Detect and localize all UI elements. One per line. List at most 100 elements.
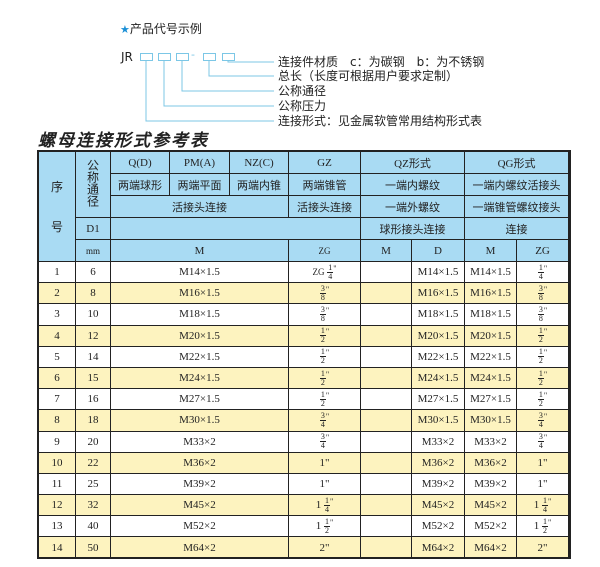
sheet-title: 螺母连接形式参考表	[38, 131, 209, 151]
code-prefix: JR	[121, 50, 133, 64]
qz-d: M33×2	[410, 430, 466, 453]
seq-header: 序号	[38, 151, 76, 262]
table-row: 3 10 M18×1.5 3 8 " M18×1.5 M18×1.5 3 8 "	[38, 303, 570, 326]
qz-m	[360, 430, 412, 453]
table-row: 10 22 M36×2 1" M36×2 M36×2 1"	[38, 451, 570, 474]
qg-zg: 1 2 "	[516, 388, 570, 411]
row-number: 8	[38, 409, 76, 432]
thread-zg: 3 4 "	[288, 409, 361, 432]
fraction-numerator: 1	[542, 495, 549, 506]
label-length: 总长（长度可根据用户要求定制）	[278, 69, 459, 83]
qd-header: Q(D)	[110, 151, 170, 174]
qz-d: M24×1.5	[410, 366, 466, 390]
code-box-connection	[140, 53, 153, 61]
d1-header: D1	[75, 217, 111, 240]
nominal-diameter: 25	[75, 472, 111, 496]
fraction-denominator: 4	[538, 271, 543, 281]
qg-zg: 3 8 "	[516, 303, 570, 326]
nominal-diameter: 15	[75, 366, 111, 390]
qg-m: M45×2	[464, 494, 518, 517]
table-row: 9 20 M33×2 3 4 " M33×2 M33×2 3 4 "	[38, 430, 570, 453]
code-example-title: ★产品代号示例	[120, 20, 202, 37]
fraction-denominator: 2	[538, 398, 543, 408]
fraction-numerator: 1	[537, 326, 544, 337]
thread-zg: 1 1 2 "	[288, 515, 361, 538]
qg-m: M36×2	[464, 451, 518, 474]
seq-header-top: 序	[50, 179, 63, 194]
code-leader-lines	[145, 61, 274, 122]
fraction-numerator: 1	[319, 347, 326, 358]
qz-m	[360, 260, 412, 284]
fraction-numerator: 1	[537, 262, 544, 273]
nominal-diameter: 18	[75, 409, 111, 432]
qg-zg: 2"	[516, 536, 570, 559]
qz-m	[360, 451, 412, 474]
table-body: 1 6 M14×1.5 ZG 1 4 " M14×1.5 M14×1.5 1 4 " 2 8 M16×1.…	[38, 260, 570, 559]
qz-header: QZ形式	[359, 151, 466, 174]
thread-m: M33×2	[110, 430, 289, 453]
thread-m: M18×1.5	[110, 303, 289, 326]
row-number: 4	[38, 324, 76, 347]
qg-header: QG形式	[464, 151, 570, 174]
fraction-numerator: 3	[319, 432, 326, 443]
size-whole: 1	[533, 519, 540, 532]
qz-m	[360, 515, 412, 538]
qz-m	[360, 388, 412, 411]
nzc-header: NZ(C)	[229, 151, 289, 174]
gz-desc: 两端锥管	[288, 173, 361, 196]
nut-connection-table: 序号 公称通径 Q(D) PM(A) NZ(C) GZ QZ形式 QG形式 两端…	[38, 151, 570, 559]
zg-prefix: ZG	[312, 266, 325, 277]
thread-zg: 3 4 "	[288, 430, 361, 453]
thread-m: M24×1.5	[110, 366, 289, 390]
size-whole: 1	[315, 519, 322, 532]
thread-zg: 1 1 4 "	[288, 494, 361, 517]
qz-d: M16×1.5	[410, 282, 466, 305]
qg-m: M14×1.5	[464, 260, 518, 284]
table-row: 11 25 M39×2 1" M39×2 M39×2 1"	[38, 472, 570, 496]
qg-m: M27×1.5	[464, 388, 518, 411]
fraction-denominator: 4	[538, 441, 543, 451]
pma-header: PM(A)	[169, 151, 230, 174]
zg-header: ZG	[288, 239, 361, 262]
qg-zg: 1 1 4 "	[516, 494, 570, 517]
code-box-length	[203, 53, 216, 61]
code-box-diameter	[176, 53, 189, 61]
empty-header-cell	[110, 217, 361, 240]
row-number: 11	[38, 472, 76, 496]
qg-m: M52×2	[464, 515, 518, 538]
qz-m	[360, 282, 412, 305]
fraction-denominator: 2	[320, 398, 325, 408]
fraction-denominator: 4	[320, 419, 325, 429]
thread-m: M16×1.5	[110, 282, 289, 305]
table-row: 13 40 M52×2 1 1 2 " M52×2 M52×2 1 1 2 "	[38, 515, 570, 538]
qz-m	[360, 409, 412, 432]
row-number: 3	[38, 303, 76, 326]
star-icon: ★	[120, 23, 130, 36]
thread-zg: 1 2 "	[288, 388, 361, 411]
qg-desc2: 一端锥管螺纹接头	[464, 195, 570, 218]
fraction-numerator: 1	[323, 495, 330, 506]
qg-zg: 1"	[516, 472, 570, 496]
nominal-diameter: 6	[75, 260, 111, 284]
fraction-denominator: 8	[320, 292, 325, 302]
thread-zg: 1"	[288, 472, 361, 496]
label-pressure: 公称压力	[278, 99, 327, 113]
qg-m: M18×1.5	[464, 303, 518, 326]
qz-m-header: M	[360, 239, 412, 262]
qz-m	[360, 536, 412, 559]
code-example-title-text: 产品代号示例	[129, 22, 202, 36]
qz-d: M36×2	[410, 451, 466, 474]
qz-d: M22×1.5	[410, 345, 466, 368]
